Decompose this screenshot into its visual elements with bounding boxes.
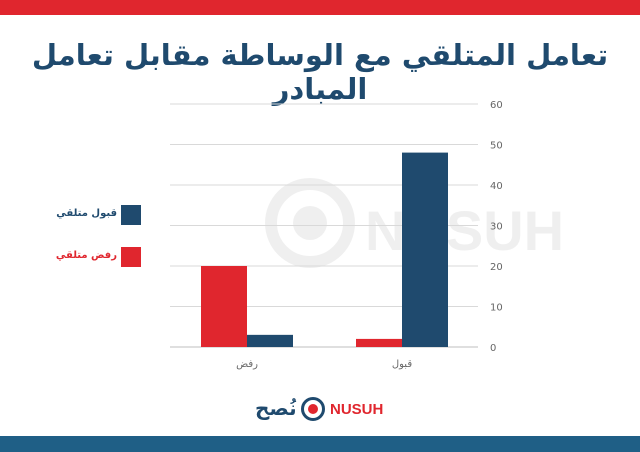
y-tick-label: 30 xyxy=(490,222,503,233)
y-axis-ticks: 0 10 20 30 40 50 60 xyxy=(490,100,503,354)
bottom-accent-bar xyxy=(0,436,640,452)
bar-1-0 xyxy=(356,338,402,347)
nusuh-logo-icon xyxy=(301,397,325,421)
x-axis-ticks: رفض قبول xyxy=(236,359,412,370)
bars xyxy=(201,152,448,347)
y-tick-label: 10 xyxy=(490,303,503,314)
y-tick-label: 0 xyxy=(490,343,496,354)
bar-1-1 xyxy=(402,152,448,347)
x-tick-label: رفض xyxy=(236,359,258,370)
legend-swatch-reject xyxy=(121,247,141,267)
logo-dot-icon xyxy=(308,404,318,414)
x-tick-label: قبول xyxy=(392,359,412,370)
bar-0-0 xyxy=(201,266,247,347)
y-tick-label: 60 xyxy=(490,100,503,111)
chart-title: تعامل المتلقي مع الوساطة مقابل تعامل الم… xyxy=(31,38,609,106)
brand-english-name: NUSUH xyxy=(330,401,384,418)
legend-swatch-accept xyxy=(121,205,141,225)
legend-label-reject: رفض متلقي xyxy=(55,250,117,261)
legend-label-accept: قبول متلقي xyxy=(56,208,117,219)
y-tick-label: 40 xyxy=(490,181,503,192)
y-tick-label: 50 xyxy=(490,141,503,152)
legend-item-reject: رفض متلقي xyxy=(40,247,150,269)
bar-0-1 xyxy=(247,334,293,347)
y-tick-label: 20 xyxy=(490,262,503,273)
top-accent-bar xyxy=(0,0,640,15)
brand-arabic-name: نُصح xyxy=(255,396,297,420)
legend-item-accept: قبول متلقي xyxy=(40,205,150,227)
